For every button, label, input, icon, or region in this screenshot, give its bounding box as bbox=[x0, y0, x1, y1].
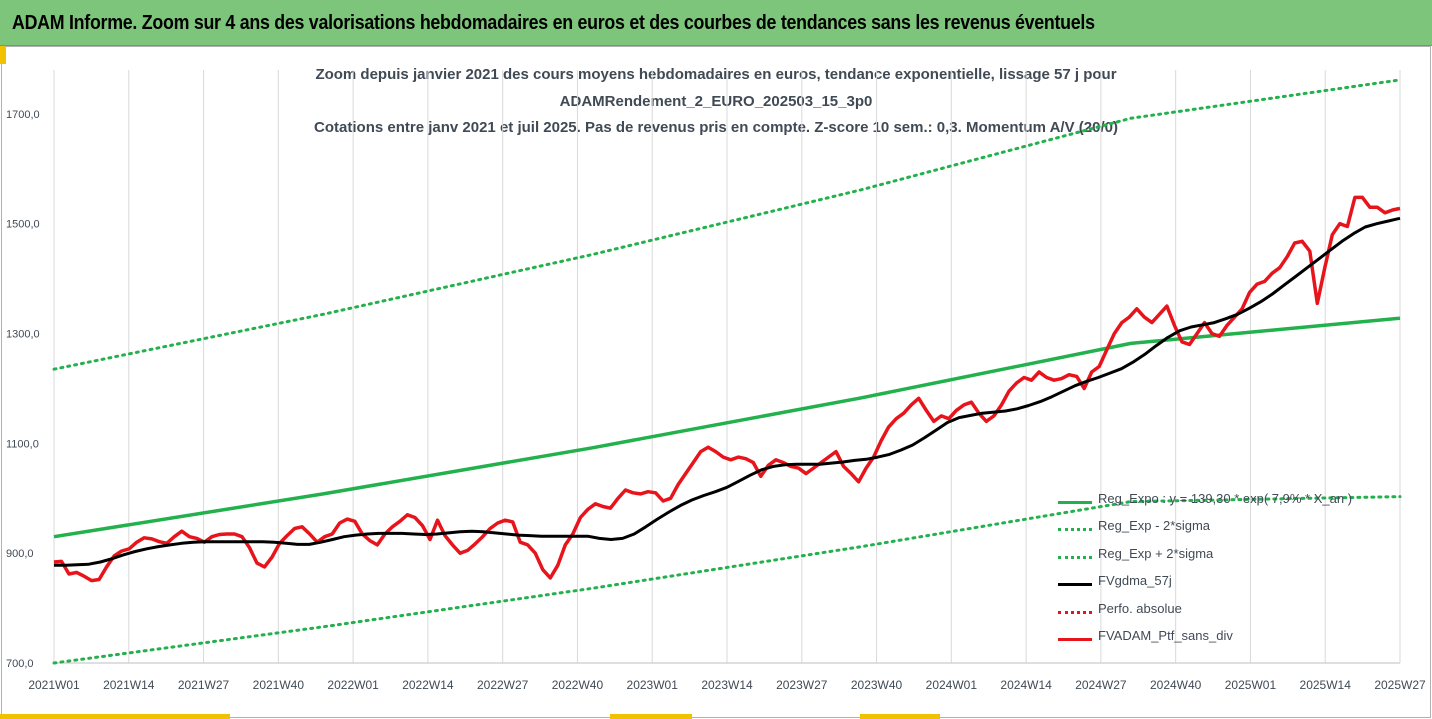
legend-swatch-reg-expo bbox=[1058, 501, 1092, 504]
series-line-fvgdma-57j bbox=[54, 216, 1401, 567]
x-tick-label: 2022W14 bbox=[402, 678, 454, 692]
y-tick-label: 1700,0 bbox=[6, 109, 40, 121]
y-tick-label: 1100,0 bbox=[6, 438, 39, 450]
series-line-reg-exp-2-sigma bbox=[52, 78, 1402, 371]
x-tick-label: 2021W14 bbox=[103, 678, 155, 692]
x-tick-label: 2021W01 bbox=[28, 678, 80, 692]
report-banner: ADAM Informe. Zoom sur 4 ans des valoris… bbox=[0, 0, 1432, 46]
x-tick-label: 2021W27 bbox=[178, 678, 230, 692]
legend-label-fvadam: FVADAM_Ptf_sans_div bbox=[1098, 627, 1233, 643]
y-tick-label: 1300,0 bbox=[6, 329, 40, 341]
legend-swatch-fvadam bbox=[1058, 637, 1092, 641]
accent-bar-bottom-right bbox=[860, 714, 940, 719]
x-tick-label: 2022W01 bbox=[327, 678, 379, 692]
x-tick-label: 2024W27 bbox=[1075, 678, 1127, 692]
legend-label-perfo-absolue: Perfo. absolue bbox=[1098, 600, 1182, 616]
x-tick-label: 2025W27 bbox=[1374, 678, 1426, 692]
legend-label-reg-expo: Reg_Expo : y = 139,30 * exp( 7,9% * X_an… bbox=[1098, 491, 1353, 506]
x-tick-label: 2023W40 bbox=[851, 678, 903, 692]
legend-label-reg-exp-minus: Reg_Exp - 2*sigma bbox=[1098, 518, 1210, 534]
y-tick-label: 700,0 bbox=[6, 658, 34, 670]
x-tick-label: 2024W01 bbox=[926, 678, 978, 692]
series-line-reg-exp-2-sigma bbox=[52, 495, 1402, 665]
y-tick-label: 1500,0 bbox=[6, 219, 40, 231]
x-tick-label: 2023W27 bbox=[776, 678, 828, 692]
legend-swatch-reg-exp-plus bbox=[1058, 555, 1092, 559]
x-tick-label: 2023W14 bbox=[701, 678, 753, 692]
chart-title-line-2: ADAMRendement_2_EURO_202503_15_3p0 bbox=[559, 93, 873, 110]
series-line-fvadam-ptf-sans-div bbox=[53, 195, 1401, 583]
legend-swatch-perfo-absolue bbox=[1058, 610, 1092, 614]
accent-bar-bottom-left bbox=[0, 714, 230, 719]
x-tick-label: 2024W40 bbox=[1150, 678, 1202, 692]
legend-swatch-reg-exp-minus bbox=[1058, 528, 1092, 532]
banner-title: ADAM Informe. Zoom sur 4 ans des valoris… bbox=[12, 12, 1095, 34]
chart-title-line-3: Cotations entre janv 2021 et juil 2025. … bbox=[314, 119, 1118, 136]
y-tick-label: 900,0 bbox=[6, 548, 34, 560]
legend-label-fvgdma: FVgdma_57j bbox=[1098, 573, 1172, 589]
x-tick-label: 2025W14 bbox=[1300, 678, 1352, 692]
chart-title-line-1: Zoom depuis janvier 2021 des cours moyen… bbox=[315, 66, 1117, 83]
chart-frame bbox=[1, 46, 1431, 718]
accent-bar-bottom-mid bbox=[610, 714, 692, 719]
x-tick-label: 2023W01 bbox=[627, 678, 679, 692]
series-line-reg-expo-y-139-30-exp-7-9-x-an bbox=[53, 316, 1401, 539]
accent-bar-left bbox=[0, 46, 6, 64]
x-tick-label: 2024W14 bbox=[1000, 678, 1052, 692]
x-tick-label: 2021W40 bbox=[253, 678, 305, 692]
legend-swatch-fvgdma bbox=[1058, 583, 1092, 587]
legend-label-reg-exp-plus: Reg_Exp + 2*sigma bbox=[1098, 545, 1214, 561]
x-tick-label: 2022W40 bbox=[552, 678, 604, 692]
x-tick-label: 2025W01 bbox=[1225, 678, 1277, 692]
x-tick-label: 2022W27 bbox=[477, 678, 529, 692]
